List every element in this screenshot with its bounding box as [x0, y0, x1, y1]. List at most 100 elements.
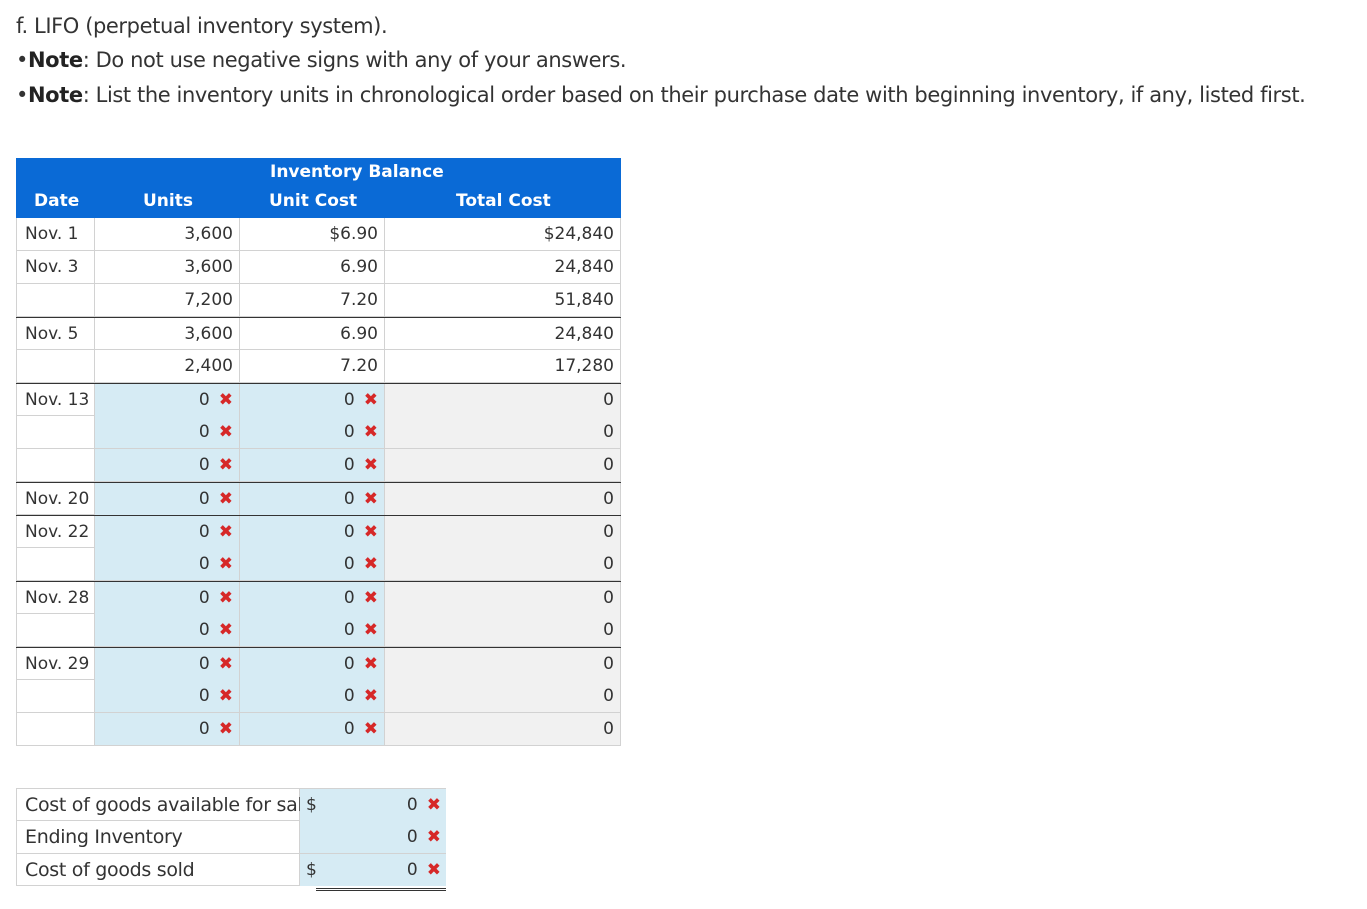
currency-symbol: $: [306, 860, 317, 880]
note-bullet: •: [16, 48, 28, 72]
inventory-balance-table: Inventory Balance Date Units Unit Cost T…: [16, 158, 621, 746]
units-cell: 3,600: [94, 318, 239, 350]
units-input[interactable]: 0 ✖: [94, 582, 239, 614]
total-cost-cell: 51,840: [384, 284, 621, 316]
table-row: Nov. 3 3,600 6.90 24,840: [16, 251, 621, 284]
incorrect-x-icon: ✖: [363, 686, 378, 706]
table-body: Nov. 1 3,600 $6.90 $24,840 Nov. 3 3,600 6.90 24…: [16, 218, 621, 746]
summary-label: Ending Inventory: [16, 821, 300, 853]
unit-cost-input[interactable]: 0 ✖: [239, 516, 384, 548]
table-row: 0 ✖ 0 ✖ 0: [16, 680, 621, 713]
units-input[interactable]: 0 ✖: [94, 548, 239, 580]
unit-cost-input[interactable]: 0 ✖: [239, 449, 384, 481]
total-cost-cell: 0: [384, 548, 621, 580]
table-row: 0 ✖ 0 ✖ 0: [16, 614, 621, 647]
summary-label: Cost of goods sold: [16, 854, 300, 886]
units-input[interactable]: 0 ✖: [94, 483, 239, 515]
unit-cost-input[interactable]: 0 ✖: [239, 680, 384, 712]
incorrect-x-icon: ✖: [426, 827, 441, 847]
total-cost-cell: 0: [384, 680, 621, 712]
total-cost-cell: 0: [384, 582, 621, 614]
unit-cost-cell: 7.20: [239, 350, 384, 382]
summary-label: Cost of goods available for sale: [16, 789, 314, 821]
date-cell: [16, 680, 94, 712]
cost-of-goods-sold-input[interactable]: 0 ✖: [300, 854, 446, 886]
summary-row-ending-inventory: Ending Inventory 0 ✖: [16, 821, 446, 854]
incorrect-x-icon: ✖: [363, 620, 378, 640]
date-cell: [16, 350, 94, 382]
table-row: 0 ✖ 0 ✖ 0: [16, 548, 621, 581]
double-underline: [316, 888, 446, 891]
unit-cost-input[interactable]: 0 ✖: [239, 614, 384, 646]
column-header-units: Units: [143, 191, 193, 211]
table-row: Nov. 20 0 ✖ 0 ✖ 0: [16, 482, 621, 515]
incorrect-x-icon: ✖: [218, 455, 233, 475]
table-header: Inventory Balance Date Units Unit Cost T…: [16, 158, 621, 218]
total-cost-cell: $24,840: [384, 218, 621, 250]
unit-cost-cell: 6.90: [239, 251, 384, 283]
units-input[interactable]: 0 ✖: [94, 416, 239, 448]
incorrect-x-icon: ✖: [218, 654, 233, 674]
note-negative-signs: •Note: Do not use negative signs with an…: [16, 48, 627, 72]
ending-inventory-input[interactable]: 0 ✖: [300, 821, 446, 853]
table-row: Nov. 5 3,600 6.90 24,840: [16, 317, 621, 350]
units-input[interactable]: 0 ✖: [94, 713, 239, 745]
date-cell: [16, 713, 94, 745]
note-bullet: •: [16, 83, 28, 107]
date-cell: [16, 449, 94, 481]
date-cell: Nov. 13: [16, 384, 94, 416]
note-label: Note: [28, 83, 83, 107]
note-label: Note: [28, 48, 83, 72]
incorrect-x-icon: ✖: [363, 522, 378, 542]
incorrect-x-icon: ✖: [218, 620, 233, 640]
incorrect-x-icon: ✖: [218, 719, 233, 739]
total-cost-cell: 0: [384, 648, 621, 680]
date-cell: Nov. 22: [16, 516, 94, 548]
unit-cost-cell: 6.90: [239, 318, 384, 350]
table-row: Nov. 29 0 ✖ 0 ✖ 0: [16, 647, 621, 680]
table-row: 7,200 7.20 51,840: [16, 284, 621, 317]
date-cell: [16, 284, 94, 316]
total-cost-cell: 17,280: [384, 350, 621, 382]
unit-cost-input[interactable]: 0 ✖: [239, 548, 384, 580]
units-input[interactable]: 0 ✖: [94, 680, 239, 712]
total-cost-cell: 0: [384, 614, 621, 646]
total-cost-cell: 0: [384, 516, 621, 548]
units-cell: 3,600: [94, 251, 239, 283]
units-input[interactable]: 0 ✖: [94, 614, 239, 646]
note-text: : Do not use negative signs with any of …: [82, 48, 627, 72]
units-input[interactable]: 0 ✖: [94, 449, 239, 481]
goods-available-input[interactable]: 0 ✖: [300, 789, 446, 821]
units-input[interactable]: 0 ✖: [94, 516, 239, 548]
table-row: 2,400 7.20 17,280: [16, 350, 621, 383]
unit-cost-input[interactable]: 0 ✖: [239, 384, 384, 416]
incorrect-x-icon: ✖: [363, 588, 378, 608]
incorrect-x-icon: ✖: [218, 422, 233, 442]
cost-summary-table: Cost of goods available for sale 0 ✖ $ En…: [16, 788, 446, 891]
total-cost-cell: 24,840: [384, 251, 621, 283]
table-row: Nov. 22 0 ✖ 0 ✖ 0: [16, 515, 621, 548]
units-cell: 2,400: [94, 350, 239, 382]
total-cost-cell: 0: [384, 449, 621, 481]
unit-cost-cell: $6.90: [239, 218, 384, 250]
unit-cost-input[interactable]: 0 ✖: [239, 582, 384, 614]
incorrect-x-icon: ✖: [218, 390, 233, 410]
summary-row-cost-of-goods-sold: Cost of goods sold 0 ✖ $: [16, 854, 446, 891]
group-header-inventory-balance: Inventory Balance: [270, 162, 444, 182]
table-row: Nov. 13 0 ✖ 0 ✖ 0: [16, 383, 621, 416]
date-cell: Nov. 1: [16, 218, 94, 250]
unit-cost-input[interactable]: 0 ✖: [239, 416, 384, 448]
note-chronological-order: •Note: List the inventory units in chron…: [16, 83, 1306, 107]
total-cost-cell: 0: [384, 384, 621, 416]
units-input[interactable]: 0 ✖: [94, 648, 239, 680]
total-cost-cell: 0: [384, 713, 621, 745]
question-heading: f. LIFO (perpetual inventory system).: [16, 14, 388, 38]
incorrect-x-icon: ✖: [363, 455, 378, 475]
note-text: : List the inventory units in chronologi…: [82, 83, 1306, 107]
total-cost-cell: 0: [384, 483, 621, 515]
unit-cost-input[interactable]: 0 ✖: [239, 713, 384, 745]
units-input[interactable]: 0 ✖: [94, 384, 239, 416]
unit-cost-input[interactable]: 0 ✖: [239, 483, 384, 515]
incorrect-x-icon: ✖: [363, 554, 378, 574]
unit-cost-input[interactable]: 0 ✖: [239, 648, 384, 680]
